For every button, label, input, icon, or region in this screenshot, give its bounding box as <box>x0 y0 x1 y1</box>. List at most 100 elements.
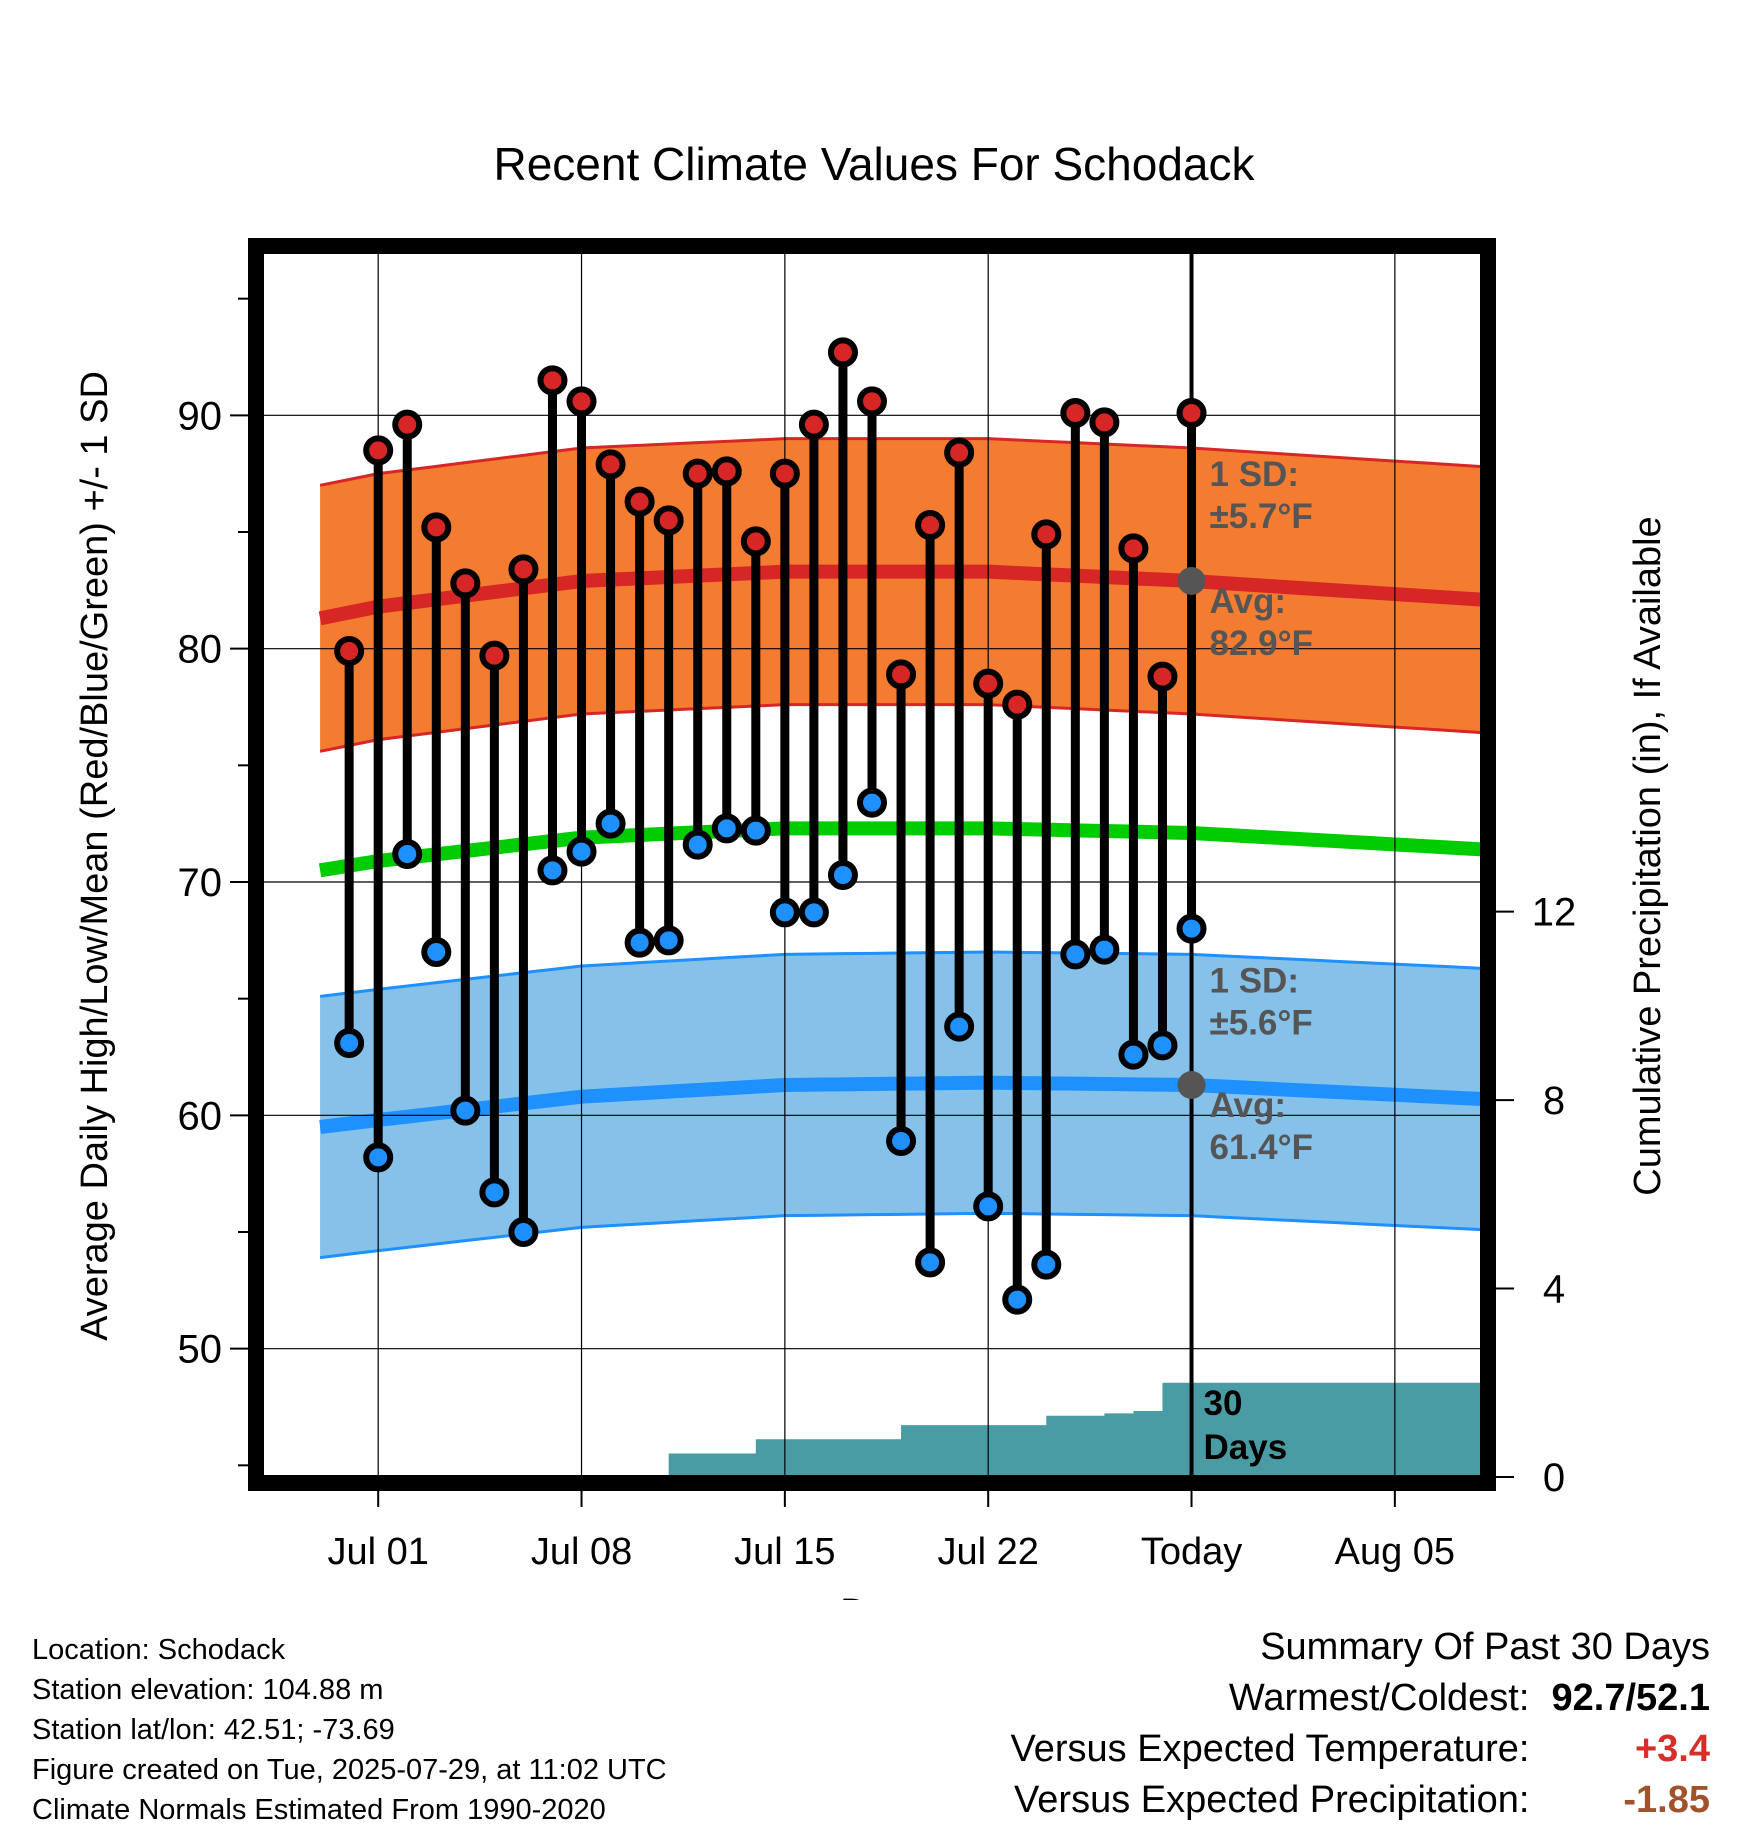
warmest-label: Warmest/Coldest: <box>1228 1677 1530 1719</box>
daily-high-dot <box>827 337 858 368</box>
daily-high-dot <box>711 456 742 487</box>
y-tick-label-right: 4 <box>1543 1268 1565 1312</box>
low-avg-value: 61.4°F <box>1210 1128 1314 1167</box>
daily-high-dot <box>1002 689 1033 720</box>
daily-low-dot <box>1002 1284 1033 1315</box>
daily-high-dot <box>537 365 568 396</box>
daily-high-dot <box>798 409 829 440</box>
daily-high-dot <box>857 386 887 417</box>
daily-high-dot <box>595 449 626 480</box>
daily-low-dot <box>682 829 713 860</box>
daily-high-dot <box>1118 533 1149 564</box>
x-tick-label: Jul 08 <box>531 1531 632 1573</box>
daily-high-dot <box>334 636 365 666</box>
daily-low-dot <box>1089 934 1120 965</box>
daily-low-dot <box>944 1011 975 1042</box>
daily-high-dot <box>769 458 800 489</box>
daily-low-dot <box>334 1028 365 1058</box>
y-tick-label-right: 12 <box>1532 891 1577 935</box>
daily-high-dot <box>973 668 1004 699</box>
daily-high-dot <box>392 409 423 440</box>
daily-high-dot <box>653 505 684 536</box>
y-axis-label-right: Cumulative Precipitation (in), If Availa… <box>1627 516 1669 1195</box>
y-tick-label-left: 70 <box>178 861 223 905</box>
daily-low-dot <box>798 897 829 928</box>
daily-high-dot <box>682 458 713 489</box>
daily-low-dot <box>1118 1039 1149 1070</box>
daily-low-dot <box>1176 913 1207 944</box>
x-axis-label: Day <box>840 1592 908 1600</box>
y-tick-label-left: 50 <box>178 1328 223 1372</box>
low-avg-label: Avg: <box>1210 1086 1286 1125</box>
high-avg-marker <box>1177 567 1206 595</box>
daily-low-dot <box>1031 1249 1062 1280</box>
daily-low-dot <box>363 1142 394 1173</box>
summary-heading: Summary Of Past 30 Days <box>1260 1626 1710 1668</box>
daily-high-dot <box>566 386 597 417</box>
high-sd-label: 1 SD: <box>1210 455 1299 494</box>
low-sd-value: ±5.6°F <box>1210 1003 1313 1042</box>
daily-low-dot <box>1060 939 1091 970</box>
daily-low-dot <box>392 839 423 869</box>
daily-low-dot <box>479 1177 510 1208</box>
daily-high-dot <box>1031 519 1062 550</box>
daily-low-dot <box>595 808 626 839</box>
y-tick-label-left: 90 <box>178 394 223 438</box>
daily-low-dot <box>711 813 742 844</box>
y-tick-label-right: 8 <box>1543 1079 1565 1123</box>
low-avg-marker <box>1177 1071 1206 1099</box>
summary-warmest-row: Warmest/Coldest: 92.7/52.1 <box>1011 1673 1710 1724</box>
daily-high-dot <box>1176 398 1207 428</box>
daily-high-dot <box>944 437 975 468</box>
chart-title: Recent Climate Values For Schodack <box>493 138 1255 190</box>
normal-high-line <box>318 564 1483 626</box>
daily-high-dot <box>886 659 917 690</box>
daily-high-dot <box>421 512 452 543</box>
x-tick-label: Today <box>1141 1531 1242 1573</box>
climate-chart: Recent Climate Values For Schodack 1 SD:… <box>74 138 1669 1600</box>
daily-high-dot <box>1060 398 1091 428</box>
daily-high-dot <box>624 486 655 517</box>
daily-high-dot <box>915 510 946 540</box>
daily-high-dot <box>1089 407 1120 438</box>
daily-low-dot <box>624 927 655 958</box>
daily-low-dot <box>653 925 684 956</box>
y-axis-label-left: Average Daily High/Low/Mean (Red/Blue/Gr… <box>74 371 116 1341</box>
daily-low-dot <box>740 815 771 846</box>
daily-low-dot <box>915 1247 946 1278</box>
created-text: Figure created on Tue, 2025-07-29, at 11… <box>32 1754 667 1786</box>
high-avg-value: 82.9°F <box>1210 624 1314 663</box>
y-tick-label-left: 80 <box>178 628 223 672</box>
precip-label: Versus Expected Precipitation: <box>1014 1779 1530 1821</box>
latlon-text: Station lat/lon: 42.51; -73.69 <box>32 1714 395 1746</box>
daily-low-dot <box>886 1126 917 1156</box>
elevation-text: Station elevation: 104.88 m <box>32 1674 384 1706</box>
summary-precip-row: Versus Expected Precipitation: -1.85 <box>1011 1775 1710 1826</box>
x-tick-label: Jul 01 <box>327 1531 428 1573</box>
daily-low-dot <box>566 836 597 867</box>
daily-low-dot <box>450 1095 481 1126</box>
summary-panel: Summary Of Past 30 Days Warmest/Coldest:… <box>1011 1622 1710 1826</box>
normals-text: Climate Normals Estimated From 1990-2020 <box>32 1794 606 1826</box>
temp-label: Versus Expected Temperature: <box>1010 1728 1530 1770</box>
daily-high-dot <box>508 554 539 585</box>
warmest-value: 92.7/52.1 <box>1551 1677 1710 1719</box>
low-sd-label: 1 SD: <box>1210 961 1299 1000</box>
precip-label-line1: 30 <box>1204 1384 1243 1423</box>
high-sd-value: ±5.7°F <box>1210 497 1313 536</box>
precip-area <box>639 1382 1482 1477</box>
precip-value: -1.85 <box>1623 1779 1710 1821</box>
x-tick-label: Jul 15 <box>734 1531 835 1573</box>
precip-label-line2: Days <box>1204 1428 1288 1467</box>
daily-low-dot <box>421 937 452 967</box>
station-info: Location: Schodack Station elevation: 10… <box>32 1630 667 1830</box>
daily-high-dot <box>363 435 394 466</box>
daily-low-dot <box>1147 1030 1178 1061</box>
daily-low-dot <box>827 860 858 890</box>
daily-low-dot <box>973 1191 1004 1222</box>
daily-high-dot <box>1147 661 1178 692</box>
temp-value: +3.4 <box>1634 1728 1710 1770</box>
daily-high-dot <box>450 568 481 599</box>
x-tick-label: Aug 05 <box>1335 1531 1455 1573</box>
location-text: Location: Schodack <box>32 1634 286 1666</box>
